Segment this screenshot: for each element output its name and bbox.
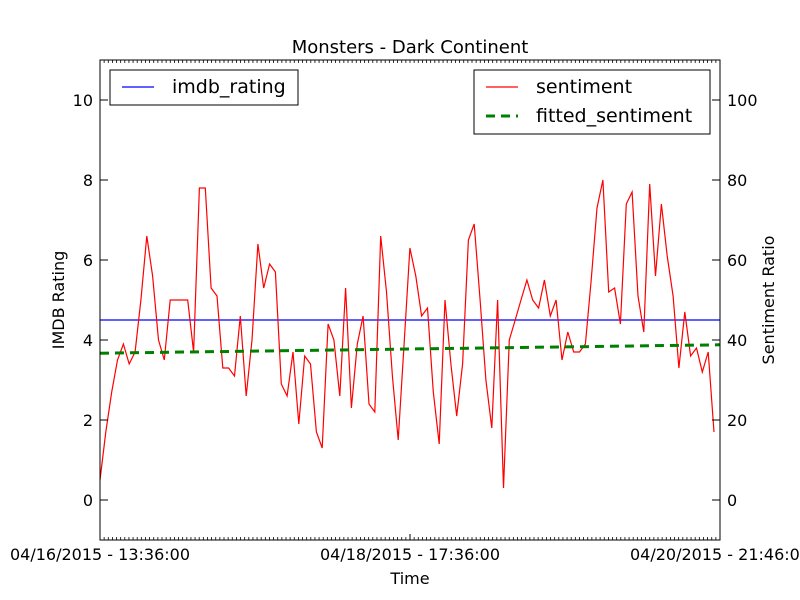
chart-title: Monsters - Dark Continent bbox=[292, 37, 529, 58]
legend-sentiment-label: sentiment bbox=[536, 76, 632, 98]
y-axis-label-right: Sentiment Ratio bbox=[759, 236, 778, 365]
y-axis-label-left: IMDB Rating bbox=[49, 251, 68, 350]
y-tick-label-right-0: 0 bbox=[727, 491, 737, 510]
series-layer bbox=[99, 179, 721, 489]
y-tick-label-left-10: 10 bbox=[73, 91, 93, 110]
legend-right: sentiment fitted_sentiment bbox=[473, 69, 711, 135]
y-tick-label-right-80: 80 bbox=[727, 171, 747, 190]
y-tick-label-right-40: 40 bbox=[727, 331, 747, 350]
series-line-fitted-sentiment bbox=[99, 343, 721, 355]
y-tick-label-right-100: 100 bbox=[727, 91, 758, 110]
y-tick-label-right-20: 20 bbox=[727, 411, 747, 430]
x-axis-label: Time bbox=[389, 569, 429, 588]
legend-fitted-sentiment-label: fitted_sentiment bbox=[536, 105, 692, 127]
y-tick-label-left-2: 2 bbox=[83, 411, 93, 430]
legend-right-box bbox=[473, 69, 711, 135]
series-line-sentiment bbox=[99, 179, 715, 489]
legend-imdb-rating-label: imdb_rating bbox=[172, 76, 286, 98]
y-tick-label-left-0: 0 bbox=[83, 491, 93, 510]
x-tick-label-1: 04/18/2015 - 17:36:00 bbox=[320, 545, 500, 564]
y-tick-label-left-8: 8 bbox=[83, 171, 93, 190]
x-tick-label-2: 04/20/2015 - 21:46:00 bbox=[630, 545, 800, 564]
y-tick-label-right-60: 60 bbox=[727, 251, 747, 270]
x-tick-label-0: 04/16/2015 - 13:36:00 bbox=[10, 545, 190, 564]
y-tick-label-left-6: 6 bbox=[83, 251, 93, 270]
legend-left: imdb_rating bbox=[109, 69, 299, 106]
y-tick-label-left-4: 4 bbox=[83, 331, 93, 350]
